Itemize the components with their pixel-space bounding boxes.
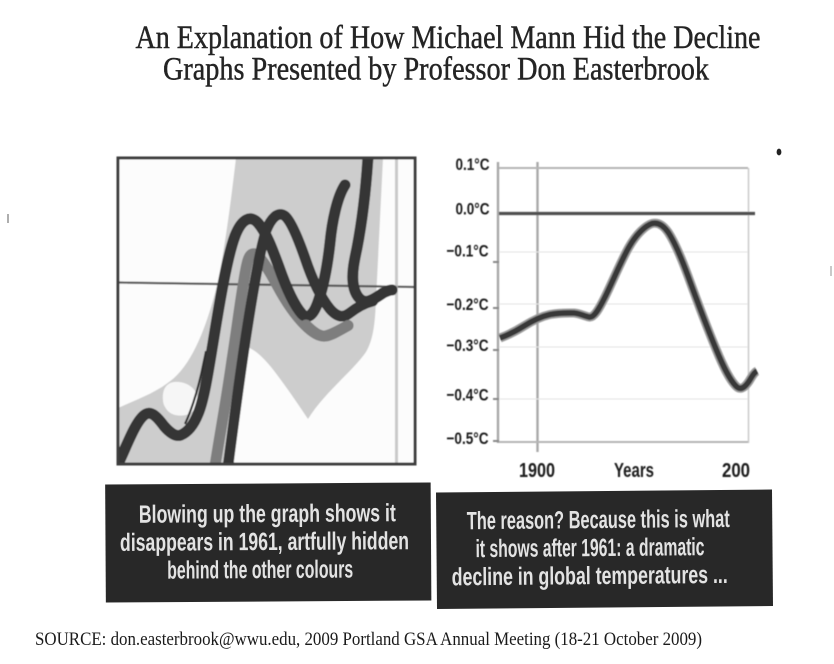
- svg-text:−0.5°C: −0.5°C: [447, 429, 489, 448]
- svg-text:1900: 1900: [519, 459, 555, 482]
- svg-text:The reason? Because this is wh: The reason? Because this is what: [467, 505, 731, 535]
- svg-text:Years: Years: [614, 459, 654, 482]
- svg-text:200: 200: [722, 459, 750, 482]
- svg-text:it shows after 1961: a dramati: it shows after 1961: a dramatic: [475, 533, 704, 563]
- svg-text:disappears in 1961, artfully h: disappears in 1961, artfully hidden: [120, 527, 409, 557]
- svg-text:SOURCE: don.easterbrook@wwu.ed: SOURCE: don.easterbrook@wwu.edu, 2009 Po…: [35, 630, 702, 650]
- svg-text:−0.3°C: −0.3°C: [447, 336, 489, 355]
- svg-text:behind the other colours: behind the other colours: [167, 555, 353, 584]
- svg-text:−0.1°C: −0.1°C: [447, 242, 489, 261]
- svg-text:−0.4°C: −0.4°C: [447, 386, 489, 405]
- svg-text:0.0°C: 0.0°C: [456, 200, 490, 219]
- svg-text:Blowing up the graph shows it: Blowing up the graph shows it: [139, 499, 397, 529]
- svg-text:An Explanation of How Michael: An Explanation of How Michael Mann Hid t…: [136, 20, 761, 56]
- svg-text:decline in global temperatures: decline in global temperatures ...: [452, 561, 728, 591]
- svg-text:−0.2°C: −0.2°C: [447, 295, 489, 314]
- svg-text:0.1°C: 0.1°C: [456, 155, 490, 174]
- svg-text:Graphs Presented by Professor: Graphs Presented by Professor Don Easter…: [163, 52, 709, 88]
